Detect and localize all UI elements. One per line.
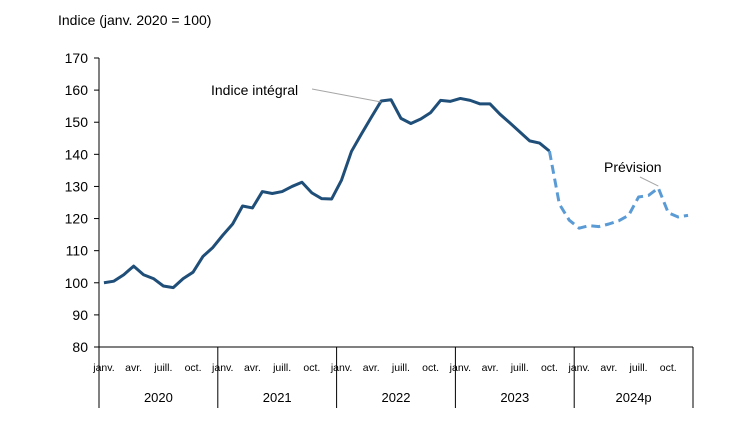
actual-annotation-label: Indice intégral <box>211 82 298 98</box>
x-tick-label: oct. <box>660 362 677 374</box>
x-tick-label: juill. <box>153 362 172 374</box>
x-tick-label: juill. <box>629 362 648 374</box>
actual-series-line <box>103 96 551 290</box>
annotations: Indice intégral Prévision <box>211 82 662 187</box>
year-label: 2024p <box>616 390 652 405</box>
forecast-series-line <box>547 150 689 230</box>
x-tick-label: avr. <box>600 362 617 374</box>
actual-annotation-leader <box>311 88 382 103</box>
x-tick-label: oct. <box>303 362 320 374</box>
y-tick-label: 170 <box>65 50 89 66</box>
forecast-annotation-leader <box>639 176 659 187</box>
forecast-annotation-label: Prévision <box>604 159 662 175</box>
x-tick-label: avr. <box>244 362 261 374</box>
x-axis: janv. avr. juill. oct. janv. avr. juill. oct. ja… <box>92 347 694 408</box>
y-tick-label: 120 <box>65 211 89 227</box>
y-tick-label: 110 <box>66 243 89 259</box>
year-label: 2021 <box>263 390 292 405</box>
x-tick-label: janv. <box>92 362 114 374</box>
series-layer <box>103 96 689 290</box>
y-axis: 80 90 100 110 120 130 140 150 160 170 <box>65 50 99 355</box>
x-tick-label: janv. <box>449 362 471 374</box>
axes <box>98 58 693 348</box>
year-label: 2023 <box>500 390 529 405</box>
y-tick-label: 80 <box>72 339 88 355</box>
y-tick-label: 160 <box>65 82 89 98</box>
x-tick-label: oct. <box>185 362 202 374</box>
x-tick-label: juill. <box>391 362 410 374</box>
y-tick-label: 130 <box>65 178 89 194</box>
x-tick-label: oct. <box>541 362 558 374</box>
y-axis-title: Indice (janv. 2020 = 100) <box>58 12 211 28</box>
y-tick-label: 100 <box>65 275 89 291</box>
x-tick-label: avr. <box>363 362 380 374</box>
x-tick-label: janv. <box>211 362 233 374</box>
x-tick-label: oct. <box>422 362 439 374</box>
x-tick-label: janv. <box>330 362 352 374</box>
year-label: 2022 <box>382 390 411 405</box>
x-tick-label: janv. <box>567 362 589 374</box>
x-tick-label: juill. <box>272 362 291 374</box>
year-label: 2020 <box>144 390 173 405</box>
y-tick-label: 150 <box>65 114 89 130</box>
y-tick-label: 90 <box>72 307 88 323</box>
x-tick-label: juill. <box>510 362 529 374</box>
y-tick-label: 140 <box>65 146 89 162</box>
x-tick-label: avr. <box>482 362 499 374</box>
x-tick-label: avr. <box>125 362 142 374</box>
